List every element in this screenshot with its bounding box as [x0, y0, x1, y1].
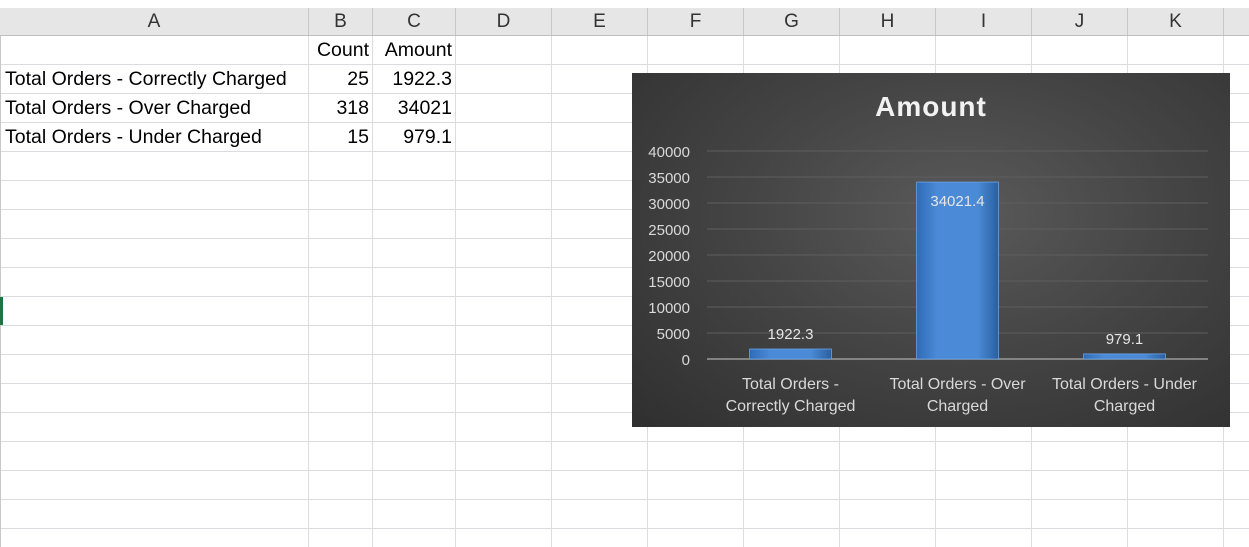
y-tick-label: 35000 — [648, 170, 690, 187]
cell-a4[interactable]: Total Orders - Under Charged — [5, 126, 262, 148]
y-tick-label: 30000 — [648, 196, 690, 213]
grid-line — [455, 36, 456, 547]
grid-line — [0, 64, 1249, 65]
x-tick-label: Total Orders - Under — [1052, 376, 1198, 393]
y-tick-label: 25000 — [648, 222, 690, 239]
x-tick-label: Total Orders - Over — [889, 376, 1026, 393]
chart-bar — [916, 181, 999, 360]
cell-b1[interactable]: Count — [316, 39, 369, 61]
grid-line — [0, 528, 1249, 529]
cell-c3[interactable]: 34021 — [397, 97, 452, 119]
column-header-b[interactable]: B — [309, 8, 373, 35]
column-header-d[interactable]: D — [456, 8, 552, 35]
grid-line — [0, 122, 1249, 123]
chart-bar — [749, 348, 832, 360]
grid-line — [0, 151, 1249, 152]
column-header-h[interactable]: H — [840, 8, 936, 35]
data-label: 34021.4 — [930, 193, 984, 210]
x-tick-label: Charged — [1094, 398, 1155, 415]
y-tick-label: 0 — [682, 352, 690, 369]
x-tick-label: Correctly Charged — [726, 398, 856, 415]
cell-c1[interactable]: Amount — [384, 39, 452, 61]
data-label: 979.1 — [1106, 331, 1144, 348]
grid-line — [0, 238, 1249, 239]
x-tick-label: Charged — [927, 398, 988, 415]
column-header-g[interactable]: G — [744, 8, 840, 35]
y-tick-label: 10000 — [648, 300, 690, 317]
grid-line — [0, 325, 1249, 326]
grid-line — [0, 296, 1249, 297]
y-tick-label: 15000 — [648, 274, 690, 291]
grid-line — [0, 383, 1249, 384]
grid-line — [0, 412, 1249, 413]
amount-chart[interactable]: Amount 0 5000 10000 15000 20000 25000 30000 350… — [632, 73, 1230, 427]
cell-b3[interactable]: 318 — [336, 97, 369, 119]
cell-a3[interactable]: Total Orders - Over Charged — [5, 97, 252, 119]
y-tick-label: 40000 — [648, 144, 690, 161]
column-header-e[interactable]: E — [552, 8, 648, 35]
grid-line — [308, 36, 309, 547]
grid-line — [0, 441, 1249, 442]
grid-line — [0, 267, 1249, 268]
grid-line — [0, 93, 1249, 94]
cell-c4[interactable]: 979.1 — [403, 126, 452, 148]
cell-a2[interactable]: Total Orders - Correctly Charged — [5, 68, 287, 90]
grid-line — [0, 180, 1249, 181]
grid-line — [0, 499, 1249, 500]
column-header-i[interactable]: I — [936, 8, 1032, 35]
column-header-c[interactable]: C — [373, 8, 456, 35]
active-row-marker — [0, 297, 3, 325]
y-tick-label: 20000 — [648, 248, 690, 265]
chart-title: Amount — [875, 91, 987, 122]
grid-line — [372, 36, 373, 547]
chart-plot: 0 5000 10000 15000 20000 25000 30000 35000 40000… — [648, 144, 1208, 415]
grid-line — [0, 209, 1249, 210]
column-header-row: A B C D E F G H I J K — [0, 8, 1249, 36]
grid-line — [0, 354, 1249, 355]
sheet-left-edge — [0, 36, 1, 547]
x-tick-label: Total Orders - — [742, 376, 839, 393]
data-label: 1922.3 — [768, 326, 814, 343]
column-header-j[interactable]: J — [1032, 8, 1128, 35]
cell-b4[interactable]: 15 — [347, 126, 369, 148]
top-strip — [0, 0, 1249, 8]
grid-line — [0, 470, 1249, 471]
column-header-k[interactable]: K — [1128, 8, 1224, 35]
grid-line — [551, 36, 552, 547]
cell-b2[interactable]: 25 — [347, 68, 369, 90]
column-header-f[interactable]: F — [648, 8, 744, 35]
chart-bar — [1083, 353, 1166, 360]
y-tick-label: 5000 — [657, 326, 690, 343]
column-header-a[interactable]: A — [0, 8, 309, 35]
cell-c2[interactable]: 1922.3 — [392, 68, 452, 90]
